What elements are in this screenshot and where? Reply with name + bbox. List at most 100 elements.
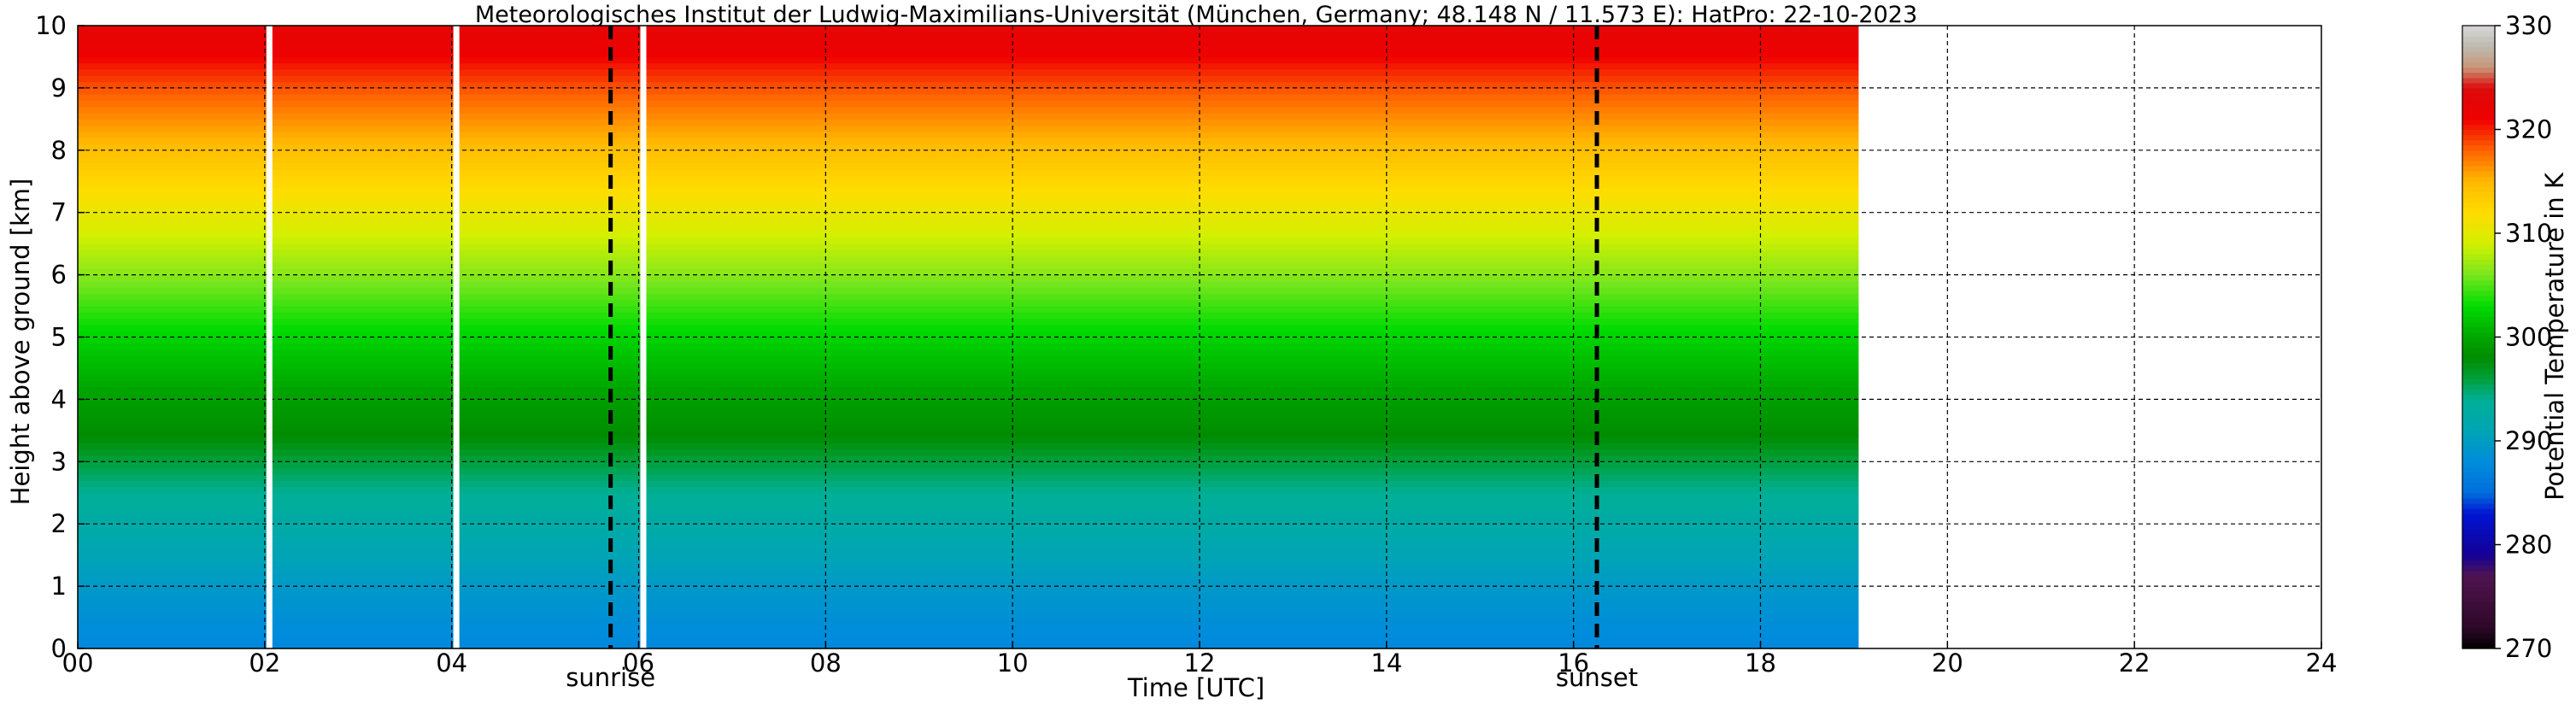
colorbar-segment: [2462, 430, 2495, 437]
colorbar-segment: [2462, 98, 2495, 104]
heatmap-band: [78, 131, 1859, 138]
heatmap-band: [78, 343, 1859, 350]
colorbar-segment: [2462, 269, 2495, 276]
colorbar-segment: [2462, 362, 2495, 369]
colorbar-segment: [2462, 212, 2495, 219]
data-gap: [453, 26, 460, 648]
heatmap-band: [78, 530, 1859, 537]
colorbar-segment: [2462, 487, 2495, 494]
heatmap-band: [78, 94, 1859, 102]
heatmap-band: [78, 168, 1859, 176]
heatmap-band: [78, 255, 1859, 263]
colorbar-segment: [2462, 274, 2495, 281]
colorbar-ticks: 270 280 290 300 310 320 330: [2495, 11, 2552, 663]
heatmap-band: [78, 287, 1859, 295]
y-axis-ticks: 0 1 2 3 4 5 6 7 8 9 10: [35, 11, 85, 663]
colorbar-segment: [2462, 67, 2495, 73]
x-tick-label: 02: [249, 648, 280, 678]
heatmap-band: [78, 579, 1859, 587]
heatmap-band: [78, 399, 1859, 407]
heatmap-band: [78, 119, 1859, 126]
colorbar-segment: [2462, 124, 2495, 131]
colorbar-segment: [2462, 456, 2495, 462]
colorbar-tick-label: 310: [2505, 219, 2552, 248]
heatmap-band: [78, 573, 1859, 581]
x-tick-label: 04: [436, 648, 467, 678]
heatmap-band: [78, 299, 1859, 307]
heatmap-band: [78, 38, 1859, 45]
colorbar-segment: [2462, 581, 2495, 587]
heatmap-band: [78, 150, 1859, 157]
heatmap-band: [78, 430, 1859, 437]
x-axis-label: Time [UTC]: [1127, 673, 1265, 702]
heatmap-band: [78, 280, 1859, 288]
colorbar-label: Potential Temperature in K: [2540, 172, 2569, 501]
heatmap-band: [78, 623, 1859, 631]
colorbar-segment: [2462, 264, 2495, 271]
heatmap-band: [78, 331, 1859, 338]
colorbar-segment: [2462, 539, 2495, 546]
colorbar-segment: [2462, 373, 2495, 379]
colorbar-segment: [2462, 529, 2495, 535]
colorbar-segment: [2462, 171, 2495, 177]
colorbar-segment: [2462, 331, 2495, 338]
heatmap-band: [78, 187, 1859, 195]
colorbar-segment: [2462, 534, 2495, 541]
x-tick-label: 14: [1370, 648, 1402, 678]
heatmap-band: [78, 499, 1859, 506]
heatmap-band: [78, 467, 1859, 475]
colorbar-segment: [2462, 637, 2495, 644]
annotation-labels: sunrise sunset: [566, 663, 1638, 692]
chart-title: Meteorologisches Institut der Ludwig-Max…: [475, 2, 1917, 28]
heatmap-band: [78, 492, 1859, 500]
colorbar-segment: [2462, 233, 2495, 239]
colorbar-segment: [2462, 144, 2495, 151]
colorbar-segment: [2462, 451, 2495, 457]
colorbar-segment: [2462, 316, 2495, 322]
x-axis-ticks: 00 02 04 06 08 10 12 14 16 18 20 22 24: [62, 642, 2337, 678]
colorbar-segment: [2462, 337, 2495, 343]
colorbar-segment: [2462, 632, 2495, 639]
colorbar-segment: [2462, 461, 2495, 467]
colorbar-tick-label: 290: [2505, 426, 2552, 455]
heatmap-band: [78, 473, 1859, 481]
colorbar-segment: [2462, 414, 2495, 421]
heatmap-band: [78, 598, 1859, 606]
heatmap-band: [78, 480, 1859, 488]
x-tick-label: 12: [1184, 648, 1216, 678]
colorbar-tick-label: 320: [2505, 115, 2552, 144]
colorbar-segment: [2462, 259, 2495, 266]
y-tick-label: 10: [35, 11, 67, 40]
colorbar-segment: [2462, 472, 2495, 478]
colorbar-segment: [2462, 114, 2495, 120]
colorbar-segment: [2462, 46, 2495, 52]
heatmap-band: [78, 312, 1859, 320]
colorbar-segment: [2462, 554, 2495, 561]
colorbar-segment: [2462, 92, 2495, 99]
heatmap-band: [78, 181, 1859, 189]
heatmap-band: [78, 349, 1859, 356]
colorbar-segment: [2462, 627, 2495, 634]
colorbar-segment: [2462, 560, 2495, 566]
colorbar-segment: [2462, 519, 2495, 525]
colorbar-segment: [2462, 435, 2495, 442]
heatmap-band: [78, 461, 1859, 469]
heatmap-band: [78, 604, 1859, 612]
colorbar-segment: [2462, 367, 2495, 374]
heatmap-band: [78, 549, 1859, 556]
x-tick-label: 18: [1745, 648, 1776, 678]
heatmap-band: [78, 56, 1859, 64]
heatmap-band: [78, 511, 1859, 519]
colorbar-segment: [2462, 419, 2495, 426]
colorbar-segment: [2462, 326, 2495, 333]
colorbar-segment: [2462, 311, 2495, 317]
heatmap-band: [78, 293, 1859, 301]
colorbar-segment: [2462, 26, 2495, 32]
heatmap-band: [78, 367, 1859, 375]
colorbar-segment: [2462, 103, 2495, 109]
heatmap-band: [78, 200, 1859, 208]
x-tick-label: 00: [62, 648, 94, 678]
colorbar-segment: [2462, 119, 2495, 126]
colorbar-segment: [2462, 477, 2495, 484]
